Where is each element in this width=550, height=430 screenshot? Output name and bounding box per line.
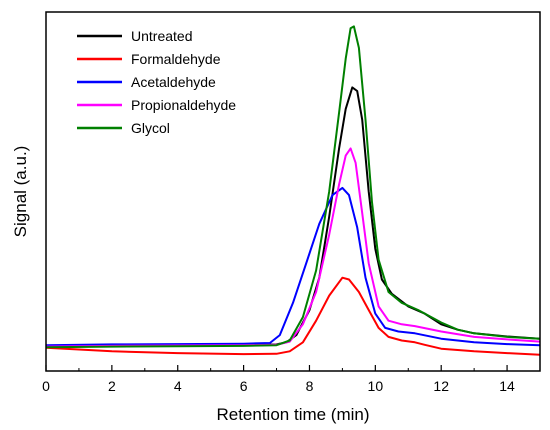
legend: Untreated Formaldehyde Acetaldehyde Propion… xyxy=(77,28,236,136)
y-axis-label: Signal (a.u.) xyxy=(11,146,30,238)
series-layer xyxy=(45,25,541,356)
x-tick-label: 6 xyxy=(240,378,248,394)
x-axis-label: Retention time (min) xyxy=(216,405,369,424)
series-line-formaldehyde xyxy=(45,276,541,356)
series-line-propionaldehyde xyxy=(45,147,541,348)
x-tick-label: 2 xyxy=(108,378,116,394)
x-tick-label: 4 xyxy=(174,378,182,394)
x-tick-label: 12 xyxy=(433,378,449,394)
legend-label: Formaldehyde xyxy=(131,51,221,67)
legend-label: Propionaldehyde xyxy=(131,97,236,113)
plot-frame xyxy=(45,11,541,372)
series-line-untreated xyxy=(45,86,541,348)
x-axis-ticks: 0 2 4 6 8 10 12 14 xyxy=(42,365,515,394)
x-tick-label: 10 xyxy=(368,378,384,394)
x-tick-label: 0 xyxy=(42,378,50,394)
x-tick-label: 8 xyxy=(306,378,314,394)
x-tick-label: 14 xyxy=(499,378,515,394)
series-line-acetaldehyde xyxy=(45,186,541,347)
legend-label: Acetaldehyde xyxy=(131,74,216,90)
legend-label: Glycol xyxy=(131,120,170,136)
series-line-glycol xyxy=(45,25,541,349)
legend-label: Untreated xyxy=(131,28,192,44)
